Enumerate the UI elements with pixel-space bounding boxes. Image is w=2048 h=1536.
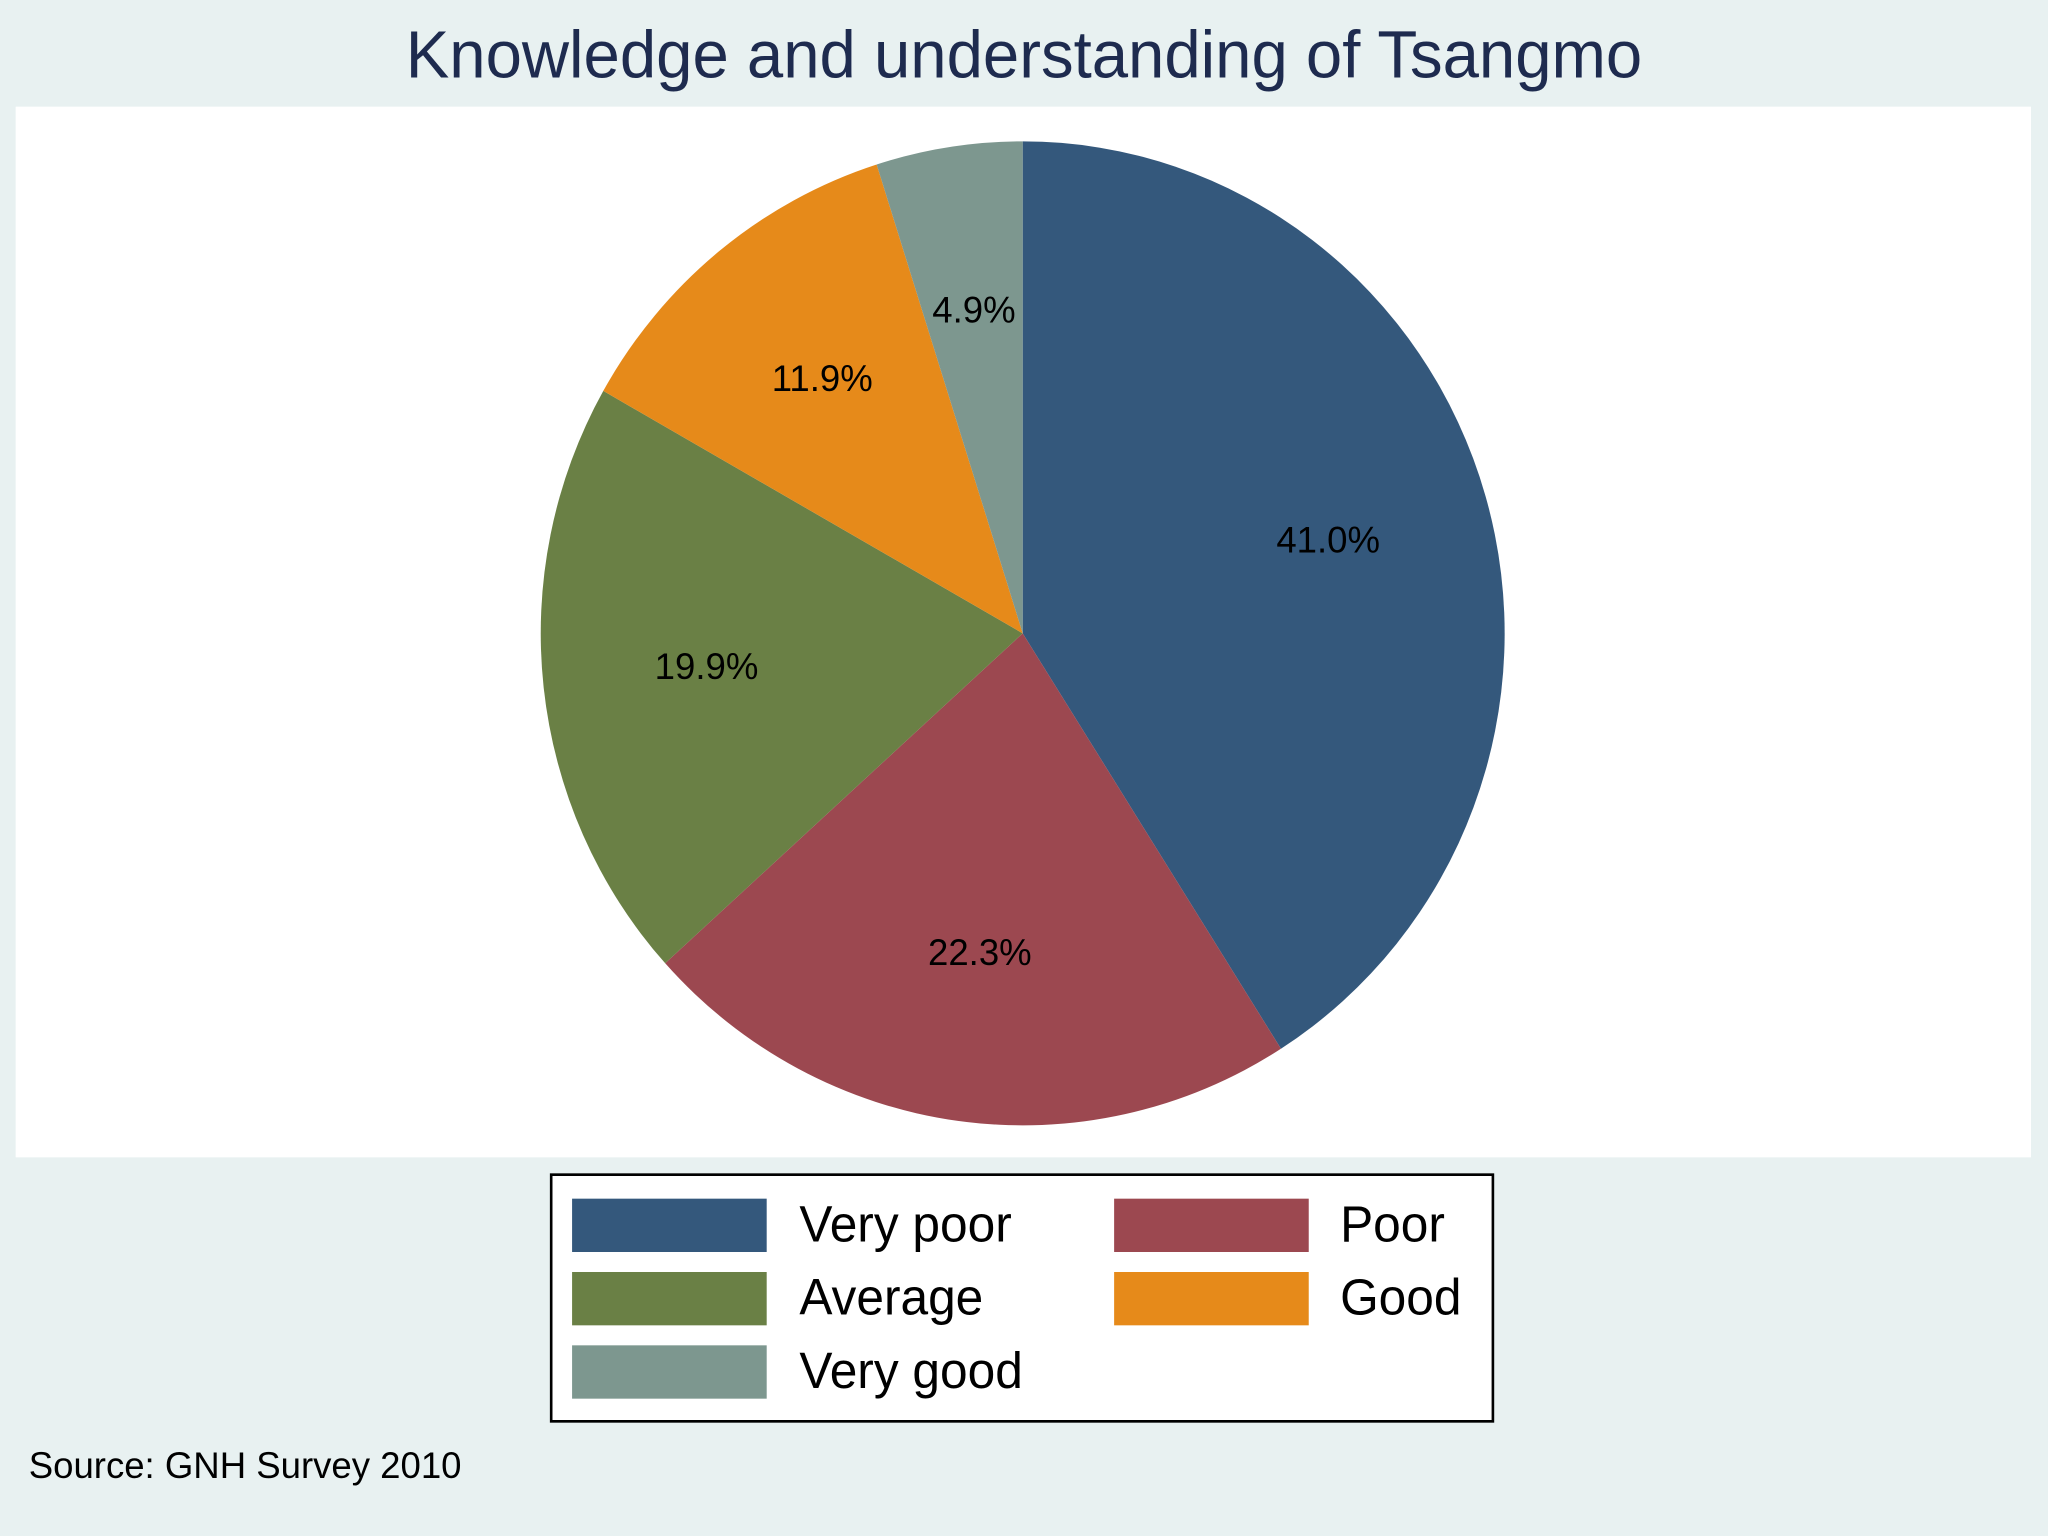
legend-swatch (572, 1345, 767, 1399)
data-label: 19.9% (655, 645, 759, 686)
data-label: 41.0% (1276, 519, 1380, 560)
legend-swatch (572, 1272, 767, 1326)
chart-title: Knowledge and understanding of Tsangmo (406, 17, 1643, 92)
legend-swatch (1114, 1272, 1309, 1326)
legend-label: Good (1340, 1269, 1461, 1326)
data-label: 11.9% (772, 358, 873, 399)
legend-swatch (572, 1198, 767, 1252)
data-label: 4.9% (932, 289, 1015, 330)
legend-label: Very poor (799, 1196, 1011, 1253)
data-label: 22.3% (928, 932, 1032, 973)
pie-slice (603, 164, 1023, 634)
pie-slice (876, 141, 1023, 634)
pie-slice (540, 390, 1023, 964)
legend-label: Very good (799, 1343, 1022, 1400)
legend-label: Poor (1340, 1196, 1445, 1253)
pie-slice (1022, 141, 1505, 1049)
legend-swatch (1114, 1198, 1309, 1252)
legend-label: Average (799, 1269, 983, 1326)
source-note: Source: GNH Survey 2010 (29, 1445, 462, 1486)
pie-slice (665, 633, 1281, 1126)
